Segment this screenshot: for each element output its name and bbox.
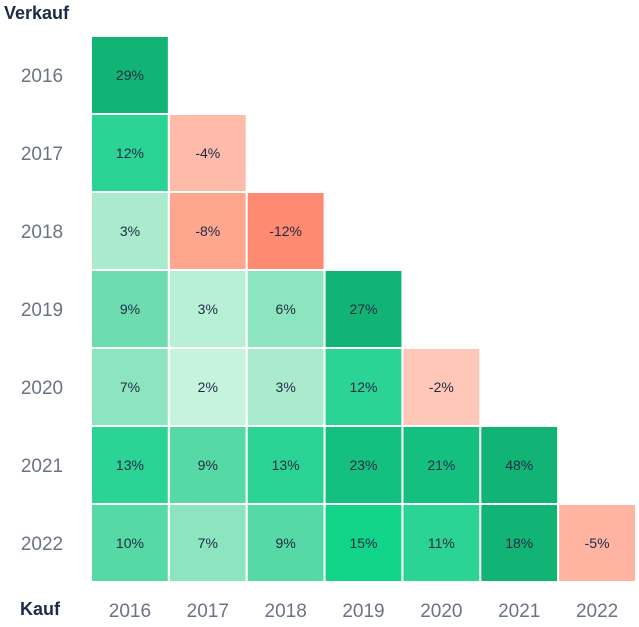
cell-value-label: 23%	[349, 457, 377, 473]
cell-value-label: 12%	[116, 145, 144, 161]
cell-value-label: 3%	[276, 379, 296, 395]
cell-value-label: -4%	[195, 145, 220, 161]
x-axis-title: Kauf	[20, 599, 61, 619]
cell-value-label: 7%	[120, 379, 140, 395]
cell-value-label: 11%	[428, 535, 455, 551]
cell-value-label: 29%	[116, 67, 144, 83]
heatmap-cell	[167, 347, 248, 427]
cell-value-label: 7%	[198, 535, 218, 551]
heatmap-cell	[245, 191, 326, 271]
heatmap-cell	[323, 269, 404, 349]
x-tick-label: 2021	[498, 601, 540, 622]
x-tick-label: 2020	[420, 601, 462, 622]
cell-value-label: -5%	[585, 535, 610, 551]
y-axis-title: Verkauf	[4, 3, 70, 23]
heatmap-cell	[90, 425, 170, 505]
x-tick-label: 2019	[342, 601, 384, 622]
cell-value-label: 3%	[120, 223, 140, 239]
heatmap-cell	[479, 425, 560, 505]
cell-value-label: 15%	[349, 535, 377, 551]
heatmap-cell	[167, 269, 248, 349]
cell-value-label: 13%	[272, 457, 300, 473]
cell-value-label: 12%	[349, 379, 377, 395]
cell-value-label: 27%	[349, 301, 377, 317]
cell-value-label: -8%	[195, 223, 220, 239]
heatmap-cell	[557, 503, 638, 583]
cell-value-label: -2%	[429, 379, 454, 395]
y-tick-label: 2019	[21, 300, 63, 321]
heatmap-cell	[401, 425, 482, 505]
cell-value-label: 9%	[198, 457, 218, 473]
x-tick-label: 2016	[109, 601, 151, 622]
y-tick-label: 2018	[21, 222, 63, 243]
heatmap-cell	[323, 503, 404, 583]
cell-value-label: 10%	[116, 535, 144, 551]
cell-value-label: 9%	[276, 535, 296, 551]
cell-value-label: 9%	[120, 301, 140, 317]
cell-value-label: 48%	[505, 457, 533, 473]
heatmap-cell	[90, 503, 170, 583]
cell-value-label: 13%	[116, 457, 144, 473]
cell-value-label: -12%	[269, 223, 302, 239]
heatmap-cell	[323, 425, 404, 505]
x-tick-label: 2017	[187, 601, 229, 622]
cell-value-label: 2%	[198, 379, 218, 395]
cell-value-label: 18%	[505, 535, 533, 551]
x-tick-label: 2018	[265, 601, 307, 622]
heatmap-cell	[167, 503, 248, 583]
y-tick-label: 2022	[21, 534, 63, 555]
y-tick-label: 2020	[21, 378, 63, 399]
heatmap-cell	[323, 347, 404, 427]
cell-value-label: 3%	[198, 301, 218, 317]
heatmap-cells: 29% 12% -4% 3% -8% -12% 9% 3% 6% 27% 7% 2% 3% 12% -2% 1…	[90, 35, 638, 583]
y-axis-tick-labels: 2016 2017 2018 2019 2020 2021 2022	[21, 66, 63, 555]
heatmap-cell	[167, 425, 248, 505]
heatmap-cell	[479, 503, 560, 583]
y-tick-label: 2017	[21, 144, 63, 165]
cell-value-label: 21%	[427, 457, 455, 473]
x-axis-tick-labels: 2016 2017 2018 2019 2020 2021 2022	[109, 601, 618, 622]
cell-value-label: 6%	[276, 301, 296, 317]
heatmap-cell	[90, 113, 170, 193]
x-tick-label: 2022	[576, 601, 618, 622]
heatmap-cell	[90, 35, 170, 115]
y-tick-label: 2016	[21, 66, 63, 87]
heatmap-cell	[245, 425, 326, 505]
y-tick-label: 2021	[21, 456, 63, 477]
